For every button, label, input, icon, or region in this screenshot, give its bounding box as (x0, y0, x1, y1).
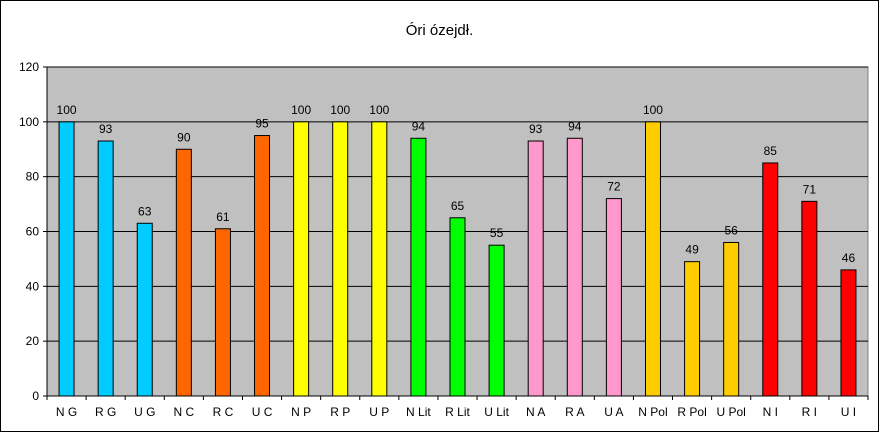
x-category-label: N Lit (406, 405, 431, 419)
x-category-label: R Pol (677, 405, 706, 419)
x-category-label: R G (95, 405, 116, 419)
x-category-label: U A (604, 405, 623, 419)
bar (605, 198, 622, 397)
bar (527, 140, 544, 397)
data-label: 94 (412, 119, 426, 133)
data-label: 85 (764, 144, 778, 158)
bar (332, 121, 349, 397)
bars (58, 121, 857, 397)
data-label: 46 (842, 251, 856, 265)
y-tick-label: 40 (26, 279, 40, 293)
data-label: 55 (490, 226, 504, 240)
x-category-label: R Lit (445, 405, 470, 419)
data-label: 72 (607, 180, 621, 194)
y-tick-label: 80 (26, 170, 40, 184)
bar (488, 244, 505, 397)
x-category-label: N I (763, 405, 778, 419)
x-category-label: U Pol (716, 405, 745, 419)
data-label: 100 (291, 103, 311, 117)
bar (762, 162, 779, 397)
bar (371, 121, 388, 397)
data-label: 63 (138, 204, 152, 218)
data-label: 56 (724, 223, 738, 237)
y-axis: 0 20 40 60 80 100 120 (19, 60, 48, 403)
bar (58, 121, 75, 397)
x-axis: N G R G U G N C R C U C N P R P U P N Lit R Lit U L… (46, 395, 869, 419)
x-category-label: U Lit (484, 405, 509, 419)
bar (175, 148, 192, 397)
x-category-label: N Pol (638, 405, 667, 419)
y-tick-label: 60 (26, 225, 40, 239)
bar (410, 137, 427, 397)
x-category-label: N C (173, 405, 194, 419)
x-category-label: N P (291, 405, 311, 419)
data-label: 93 (99, 122, 113, 136)
y-tick-label: 120 (19, 60, 39, 74)
bar (97, 140, 114, 397)
data-label: 100 (57, 103, 77, 117)
x-category-label: R I (802, 405, 817, 419)
y-tick-label: 20 (26, 334, 40, 348)
x-category-label: N A (526, 405, 545, 419)
x-category-label: U G (134, 405, 155, 419)
x-category-label: R P (330, 405, 350, 419)
data-label: 100 (330, 103, 350, 117)
data-label: 71 (803, 182, 817, 196)
bar (644, 121, 661, 397)
data-label: 100 (369, 103, 389, 117)
bar (840, 269, 857, 397)
data-label: 49 (685, 243, 699, 257)
chart-title: Óri ózejdł. (405, 22, 474, 39)
data-label: 95 (255, 117, 269, 131)
x-category-label: R A (565, 405, 584, 419)
x-category-label: U I (841, 405, 856, 419)
data-label: 65 (451, 199, 465, 213)
bar (293, 121, 310, 397)
bar (254, 135, 271, 397)
x-category-label: U C (252, 405, 273, 419)
bar (449, 217, 466, 397)
data-label: 100 (643, 103, 663, 117)
data-labels: 100 93 63 90 61 95 100 100 100 94 65 55 93 94 72 100 49 5… (57, 103, 856, 265)
bar (136, 222, 153, 397)
bar (566, 137, 583, 397)
x-category-label: U P (369, 405, 389, 419)
y-tick-label: 100 (19, 115, 39, 129)
bar (684, 261, 701, 397)
bar (723, 241, 740, 397)
data-label: 93 (529, 122, 543, 136)
data-label: 61 (216, 210, 230, 224)
data-label: 94 (568, 119, 582, 133)
bar (214, 228, 231, 397)
y-tick-label: 0 (32, 389, 39, 403)
data-label: 90 (177, 130, 191, 144)
x-category-label: R C (213, 405, 234, 419)
bar (801, 200, 818, 397)
x-category-label: N G (56, 405, 77, 419)
